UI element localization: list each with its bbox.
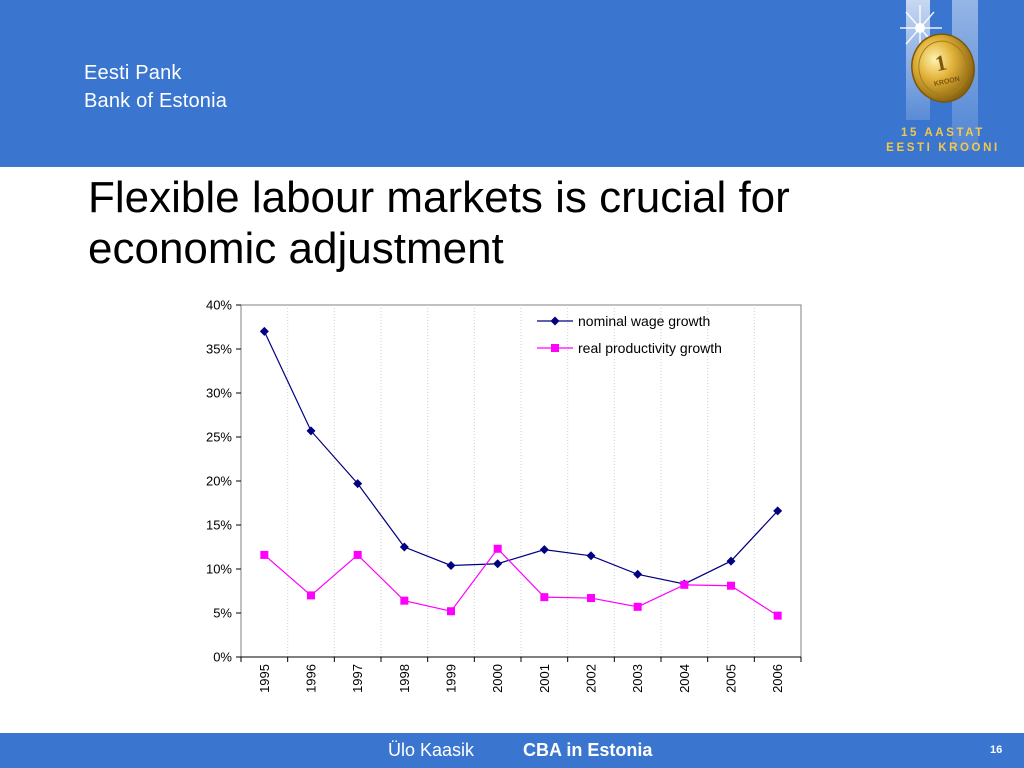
y-tick-label: 0%	[213, 650, 232, 665]
footer-course: CBA in Estonia	[523, 740, 653, 760]
x-tick-label: 1996	[304, 664, 319, 693]
y-tick-label: 10%	[206, 562, 232, 577]
y-tick-label: 20%	[206, 474, 232, 489]
x-tick-label: 2000	[490, 664, 505, 693]
x-tick-label: 2006	[770, 664, 785, 693]
y-tick-label: 30%	[206, 386, 232, 401]
data-point	[633, 602, 642, 611]
data-point	[680, 580, 689, 589]
data-point	[773, 506, 783, 516]
data-point	[493, 559, 503, 569]
anniversary-logo: 1 KROON	[860, 0, 1024, 167]
x-tick-label: 1999	[444, 664, 459, 693]
data-point	[726, 556, 736, 566]
plot-area	[240, 304, 802, 658]
data-point	[586, 551, 596, 561]
anniversary-line-1: 15 AASTAT	[901, 127, 985, 139]
y-tick-label: 40%	[206, 298, 232, 313]
anniversary-line-2: EESTI KROONI	[886, 142, 1000, 154]
footer-author: Ülo Kaasik	[388, 740, 475, 760]
bank-name-estonian: Eesti Pank	[84, 62, 182, 84]
header-bar	[0, 0, 1024, 167]
x-tick-label: 2001	[537, 664, 552, 693]
bank-name-english: Bank of Estonia	[84, 90, 228, 112]
footer-bar	[0, 733, 1024, 768]
data-point	[399, 542, 409, 552]
y-tick-label: 35%	[206, 342, 232, 357]
legend-label: nominal wage growth	[578, 313, 710, 329]
data-point	[260, 550, 269, 559]
data-point	[727, 581, 735, 590]
x-tick-label: 2004	[677, 664, 692, 693]
data-point	[446, 560, 456, 570]
x-tick-label: 2003	[630, 664, 645, 693]
data-point	[493, 544, 502, 553]
slide-title: Flexible labour markets is crucial for e…	[88, 173, 790, 273]
data-point	[633, 569, 643, 579]
x-tick-label: 1998	[397, 664, 412, 693]
x-tick-label: 2005	[724, 664, 739, 693]
y-tick-label: 25%	[206, 430, 232, 445]
legend-marker	[550, 316, 560, 326]
data-point	[353, 479, 363, 489]
x-tick-label: 1995	[257, 664, 272, 693]
legend-marker	[551, 344, 559, 352]
bank-name: Eesti Pank Bank of Estonia	[84, 59, 227, 115]
data-point	[539, 545, 549, 555]
data-point	[400, 596, 409, 605]
y-tick-label: 15%	[206, 518, 232, 533]
page-number: 16	[990, 744, 1003, 756]
series-line-real-productivity-growth	[263, 547, 778, 617]
data-point	[540, 593, 549, 602]
svg-text:1: 1	[933, 49, 949, 76]
data-point	[306, 426, 316, 436]
line-chart: 0% 5% 10% 15% 20% 25% 30% 35% 40% 1995 1996 1997 199…	[206, 298, 802, 693]
data-point	[587, 594, 595, 603]
data-point	[307, 591, 315, 600]
data-point	[447, 607, 455, 616]
y-tick-label: 5%	[213, 606, 232, 621]
data-point	[259, 326, 269, 336]
legend-label: real productivity growth	[578, 340, 722, 356]
series-line-nominal-wage-growth	[263, 331, 779, 585]
anniversary-text: 15 AASTAT EESTI KROONI	[878, 126, 1008, 156]
data-point	[353, 550, 362, 559]
x-tick-label: 1997	[350, 664, 365, 693]
coin-icon: 1 KROON	[900, 0, 978, 150]
x-tick-label: 2002	[584, 664, 599, 693]
data-point	[773, 611, 782, 620]
